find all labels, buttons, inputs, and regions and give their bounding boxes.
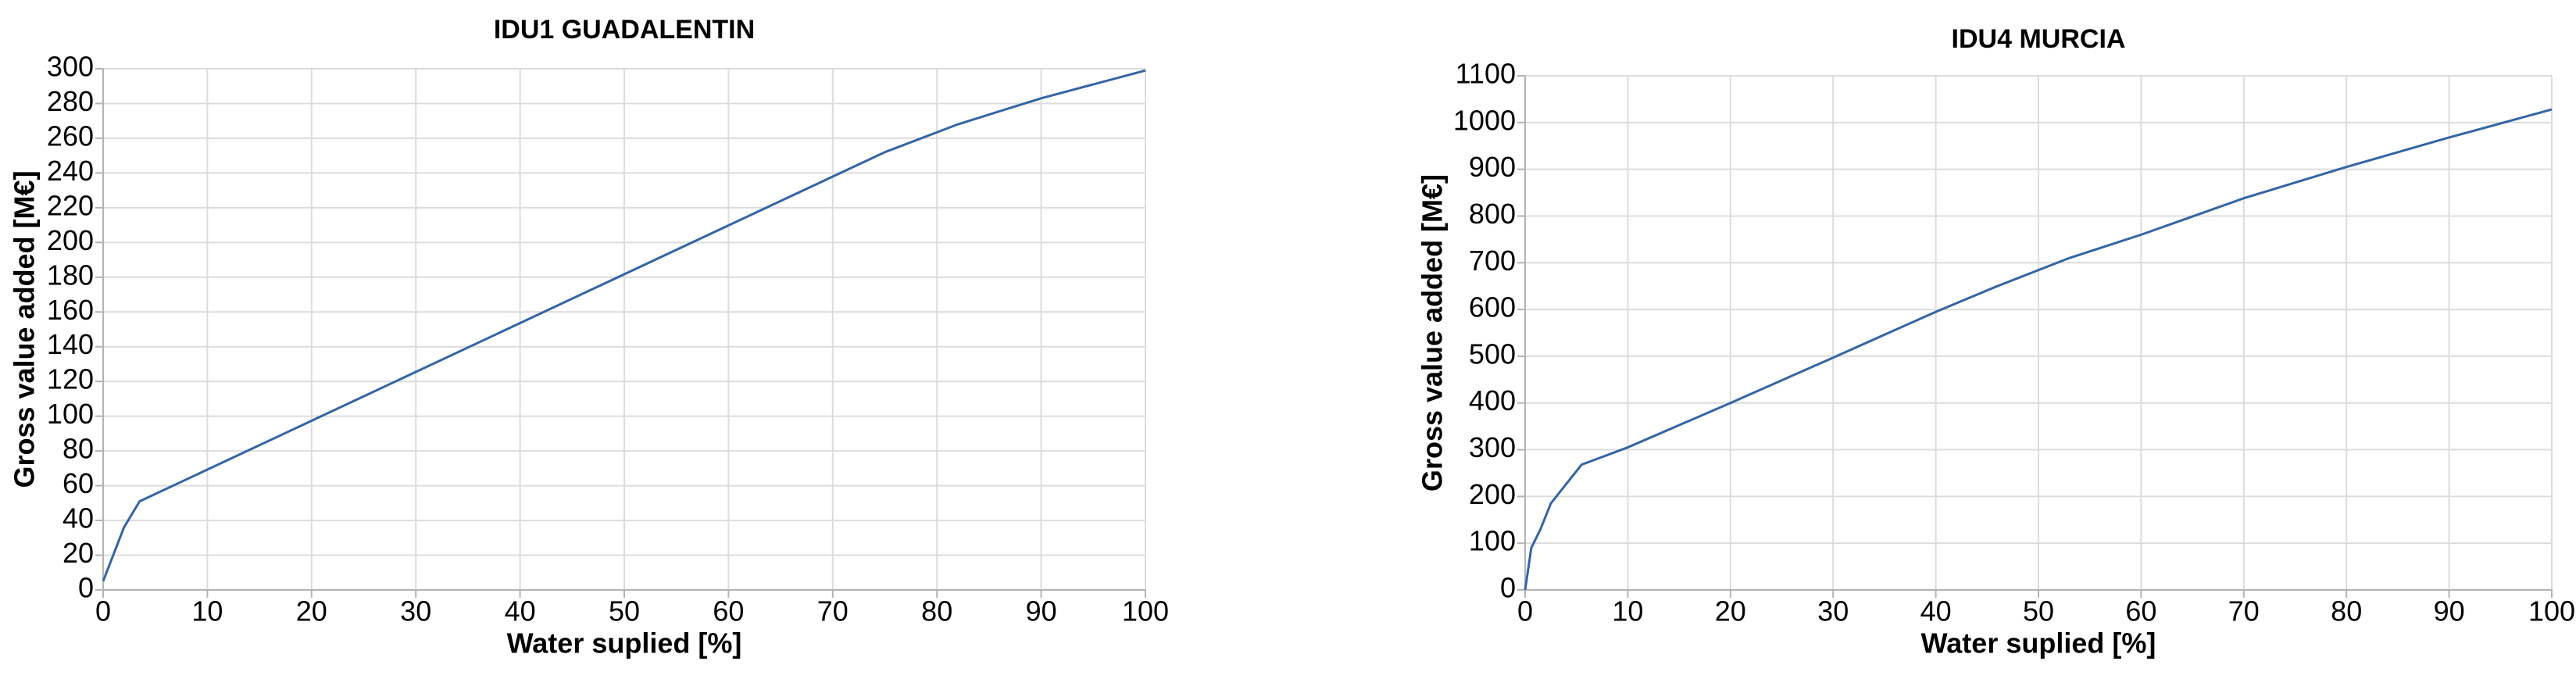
data-line [1524, 108, 2553, 591]
y-tick-label: 20 [63, 537, 94, 569]
chart-title: IDU1 GUADALENTIN [494, 15, 755, 45]
y-tick-label: 140 [47, 328, 94, 360]
x-tick-label: 70 [2228, 595, 2260, 627]
y-tick-label: 700 [1469, 245, 1516, 277]
data-line [102, 69, 1146, 582]
x-axis-title: Water suplied [%] [507, 627, 742, 659]
x-tick-label: 100 [1122, 595, 1169, 627]
x-tick-label: 0 [95, 595, 111, 627]
y-tick-label: 260 [47, 120, 94, 152]
x-tick-label: 50 [2023, 595, 2054, 627]
y-tick-label: 300 [1469, 431, 1516, 463]
x-axis-title: Water suplied [%] [1921, 627, 2156, 659]
x-tick-label: 10 [191, 595, 223, 627]
y-tick-label: 0 [1500, 572, 1516, 604]
x-tick-label: 90 [1026, 595, 1057, 627]
y-tick-label: 40 [63, 502, 94, 534]
y-tick-label: 500 [1469, 338, 1516, 370]
y-axis-title: Gross value added [M€] [1417, 174, 1449, 491]
y-tick-label: 180 [47, 259, 94, 291]
x-tick-label: 60 [713, 595, 744, 627]
y-tick-label: 300 [47, 51, 94, 83]
x-tick-label: 70 [817, 595, 849, 627]
y-tick-label: 0 [78, 572, 94, 604]
x-tick-label: 50 [609, 595, 640, 627]
x-tick-label: 80 [921, 595, 952, 627]
y-tick-label: 240 [47, 155, 94, 187]
y-tick-label: 280 [47, 85, 94, 117]
y-tick-label: 1000 [1453, 104, 1516, 136]
x-tick-label: 30 [1817, 595, 1849, 627]
y-tick-label: 800 [1469, 198, 1516, 230]
y-axis-title: Gross value added [M€] [9, 170, 41, 488]
x-tick-label: 100 [2528, 595, 2575, 627]
chart-title: IDU4 MURCIA [1952, 24, 2126, 54]
x-tick-label: 40 [1920, 595, 1952, 627]
x-tick-label: 20 [1715, 595, 1746, 627]
y-tick-label: 200 [1469, 478, 1516, 510]
y-tick-label: 200 [47, 224, 94, 256]
y-tick-label: 100 [47, 398, 94, 430]
y-tick-label: 220 [47, 189, 94, 221]
y-tick-label: 160 [47, 294, 94, 326]
y-tick-label: 400 [1469, 384, 1516, 416]
x-tick-label: 20 [296, 595, 327, 627]
x-tick-label: 80 [2331, 595, 2362, 627]
y-tick-label: 900 [1469, 151, 1516, 183]
y-tick-label: 60 [63, 467, 94, 499]
x-tick-label: 0 [1517, 595, 1533, 627]
x-tick-label: 60 [2125, 595, 2156, 627]
y-tick-label: 1100 [1456, 58, 1516, 90]
x-tick-label: 40 [505, 595, 536, 627]
x-tick-label: 30 [400, 595, 431, 627]
y-tick-label: 80 [63, 433, 94, 465]
y-tick-label: 600 [1469, 291, 1516, 323]
y-tick-label: 120 [47, 363, 94, 395]
x-tick-label: 90 [2434, 595, 2465, 627]
x-tick-label: 10 [1612, 595, 1643, 627]
y-tick-label: 100 [1469, 525, 1516, 557]
